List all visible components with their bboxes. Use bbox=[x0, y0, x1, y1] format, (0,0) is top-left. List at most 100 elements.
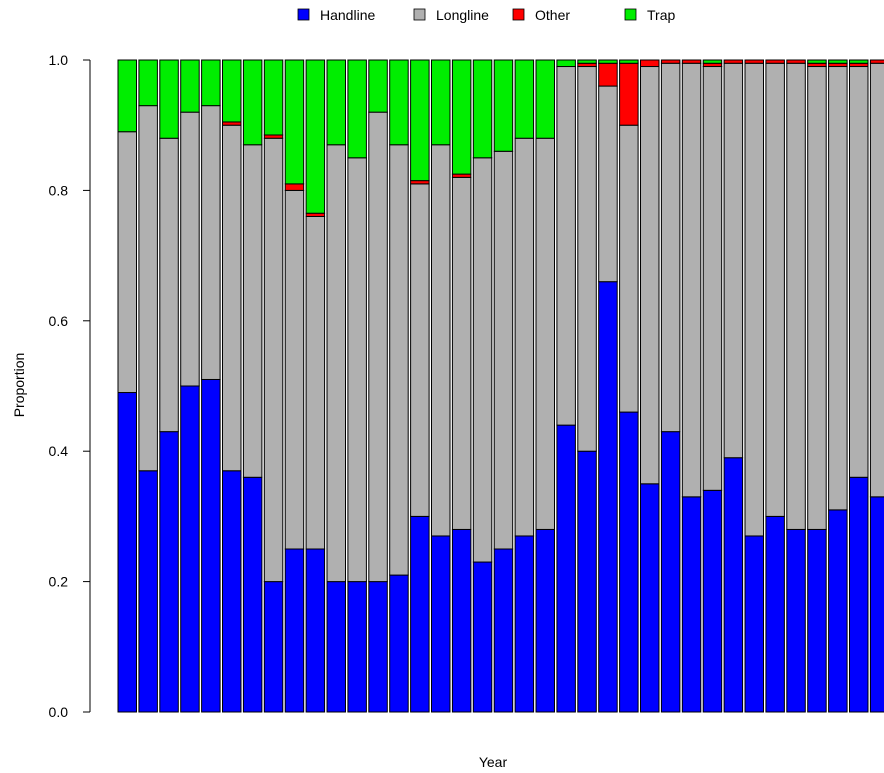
bar-segment-trap-10 bbox=[305, 59, 326, 214]
legend-label-handline: Handline bbox=[320, 7, 375, 23]
bar-segment-longline-10 bbox=[305, 215, 326, 550]
bar-segment-longline-4 bbox=[180, 111, 200, 387]
bar-segment-handline-15 bbox=[410, 515, 430, 713]
bar-segment-trap-5 bbox=[201, 59, 221, 107]
bar-segment-other-31 bbox=[744, 59, 764, 64]
legend-swatch-other bbox=[512, 8, 525, 21]
bar-segment-trap-16 bbox=[431, 59, 451, 146]
bar-segment-other-37 bbox=[869, 59, 884, 64]
bar-segment-trap-34 bbox=[807, 59, 827, 64]
bar-segment-trap-7 bbox=[242, 59, 263, 146]
bar-segment-handline-4 bbox=[180, 385, 200, 713]
bar-segment-longline-36 bbox=[849, 66, 869, 478]
bar-segment-longline-8 bbox=[263, 137, 284, 583]
bar-segment-handline-37 bbox=[869, 496, 884, 713]
bar-segment-longline-21 bbox=[535, 137, 555, 530]
bar-segment-longline-12 bbox=[347, 157, 367, 583]
y-tick-label-1.0: 1.0 bbox=[49, 52, 69, 68]
bars bbox=[117, 59, 884, 713]
bar-segment-handline-33 bbox=[786, 528, 806, 713]
bar-segment-handline-23 bbox=[577, 450, 597, 713]
bar-segment-handline-2 bbox=[138, 470, 158, 713]
bar-segment-trap-13 bbox=[368, 59, 388, 113]
y-tick-label-0.4: 0.4 bbox=[49, 443, 69, 459]
bar-segment-trap-6 bbox=[222, 59, 242, 123]
bar-segment-longline-31 bbox=[744, 62, 764, 537]
bar-segment-handline-1 bbox=[117, 392, 137, 713]
bar-segment-longline-7 bbox=[242, 144, 263, 478]
bar-segment-handline-24 bbox=[598, 281, 618, 713]
bar-segment-handline-11 bbox=[326, 581, 346, 713]
bar-segment-trap-20 bbox=[514, 59, 535, 139]
bar-segment-longline-17 bbox=[451, 176, 472, 530]
bar-segment-other-28 bbox=[681, 59, 702, 64]
bar-segment-longline-34 bbox=[807, 66, 827, 530]
bar-segment-trap-4 bbox=[180, 59, 200, 113]
bar-segment-handline-19 bbox=[493, 548, 514, 713]
bar-segment-longline-11 bbox=[326, 144, 346, 583]
bar-segment-handline-27 bbox=[660, 431, 681, 713]
bar-segment-trap-12 bbox=[347, 59, 367, 159]
y-tick-label-0.2: 0.2 bbox=[49, 574, 69, 590]
bar-segment-trap-3 bbox=[159, 59, 179, 139]
bar-segment-other-25 bbox=[619, 62, 639, 126]
bar-segment-trap-24 bbox=[598, 59, 618, 64]
y-axis-label: Proportion bbox=[11, 353, 27, 418]
bar-segment-handline-35 bbox=[828, 509, 848, 713]
bar-segment-handline-36 bbox=[849, 476, 869, 713]
bar-segment-longline-13 bbox=[368, 111, 388, 583]
bar-segment-handline-14 bbox=[389, 574, 409, 713]
bar-segment-trap-2 bbox=[138, 59, 158, 107]
x-axis-label: Year bbox=[479, 754, 508, 770]
bar-segment-longline-25 bbox=[619, 124, 639, 413]
bar-segment-handline-26 bbox=[640, 483, 660, 713]
bar-segment-longline-29 bbox=[702, 66, 723, 491]
bar-segment-handline-17 bbox=[451, 528, 472, 713]
bar-segment-handline-32 bbox=[765, 515, 785, 713]
bar-segment-longline-26 bbox=[640, 66, 660, 485]
bar-segment-handline-29 bbox=[702, 489, 723, 713]
bar-segment-handline-31 bbox=[744, 535, 764, 713]
bar-segment-longline-6 bbox=[222, 124, 242, 472]
bar-segment-trap-21 bbox=[535, 59, 555, 139]
legend-label-other: Other bbox=[535, 7, 570, 23]
bar-segment-handline-13 bbox=[368, 581, 388, 713]
bar-segment-longline-9 bbox=[284, 189, 305, 550]
bar-segment-longline-20 bbox=[514, 137, 535, 537]
bar-segment-handline-6 bbox=[222, 470, 242, 713]
bar-segment-trap-23 bbox=[577, 59, 597, 64]
bar-segment-trap-9 bbox=[284, 59, 305, 185]
bar-segment-longline-32 bbox=[765, 62, 785, 517]
bar-segment-handline-12 bbox=[347, 581, 367, 713]
legend-label-trap: Trap bbox=[647, 7, 675, 23]
bar-segment-handline-20 bbox=[514, 535, 535, 713]
legend-swatch-trap bbox=[624, 8, 637, 21]
bar-segment-trap-14 bbox=[389, 59, 409, 146]
legend-swatch-handline bbox=[297, 8, 310, 21]
bar-segment-longline-37 bbox=[869, 62, 884, 498]
bar-segment-handline-9 bbox=[284, 548, 305, 713]
bar-segment-trap-11 bbox=[326, 59, 346, 146]
bar-segment-trap-19 bbox=[493, 59, 514, 152]
bar-segment-trap-22 bbox=[556, 59, 576, 68]
bar-segment-other-30 bbox=[723, 59, 744, 64]
bar-segment-trap-35 bbox=[828, 59, 848, 64]
bar-segment-trap-25 bbox=[619, 59, 639, 64]
bar-segment-longline-14 bbox=[389, 144, 409, 576]
bar-segment-handline-8 bbox=[263, 581, 284, 713]
bar-segment-handline-22 bbox=[556, 424, 576, 713]
bar-segment-handline-5 bbox=[201, 378, 221, 713]
bar-segment-other-27 bbox=[660, 59, 681, 64]
y-tick-label-0.8: 0.8 bbox=[49, 182, 69, 198]
bar-segment-other-24 bbox=[598, 62, 618, 87]
bar-segment-longline-35 bbox=[828, 66, 848, 511]
bar-segment-longline-3 bbox=[159, 137, 179, 433]
bar-segment-longline-15 bbox=[410, 183, 430, 517]
bar-segment-handline-16 bbox=[431, 535, 451, 713]
bar-segment-longline-24 bbox=[598, 85, 618, 283]
bar-segment-other-32 bbox=[765, 59, 785, 64]
bar-segment-other-9 bbox=[284, 183, 305, 191]
bar-segment-trap-17 bbox=[451, 59, 472, 175]
bar-segment-handline-18 bbox=[472, 561, 493, 713]
